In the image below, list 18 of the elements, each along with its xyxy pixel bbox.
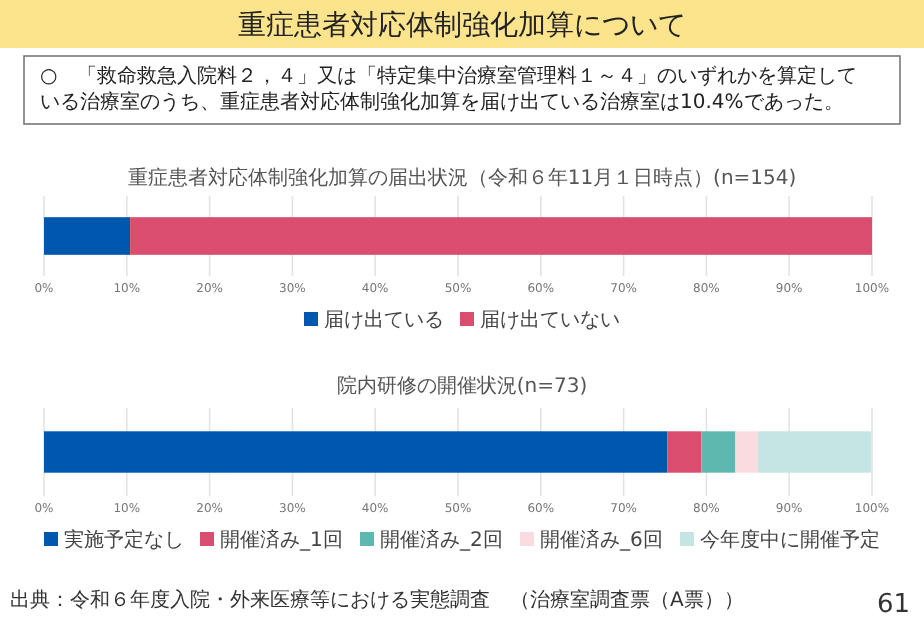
chart-title: 院内研修の開催状況(n=73)	[336, 374, 588, 398]
bar	[44, 431, 668, 473]
text: ○ 「救命救急入院料２，４」又は「特定集中治療室管理料１～４」のいずれかを算定している治療室のうち、重症患者対応体制強化加算を届け出ている治療室は10.4%であった。	[40, 64, 858, 114]
legend-label: 開催済み_2回	[380, 528, 503, 552]
legend-label: 届け出ていない	[480, 308, 620, 332]
legend-label: 今年度中に開催予定	[700, 528, 880, 552]
chart-title: 重症患者対応体制強化加算の届出状況（令和６年11月１日時点）(n=154)	[127, 166, 797, 190]
bar	[701, 431, 736, 473]
bar	[757, 431, 872, 473]
source-note: 出典：令和６年度入院・外来医療等における実態調査 （治療室調査票（A票））	[10, 588, 744, 612]
text: 61	[876, 590, 910, 620]
bar	[667, 431, 702, 473]
legend-label: 届け出ている	[324, 308, 444, 332]
legend-label: 開催済み_1回	[220, 528, 343, 552]
bar	[735, 431, 758, 473]
legend-label: 実施予定なし	[64, 528, 184, 552]
legend-label: 開催済み_6回	[540, 528, 663, 552]
text: 重症患者対応体制強化加算について	[238, 10, 686, 42]
